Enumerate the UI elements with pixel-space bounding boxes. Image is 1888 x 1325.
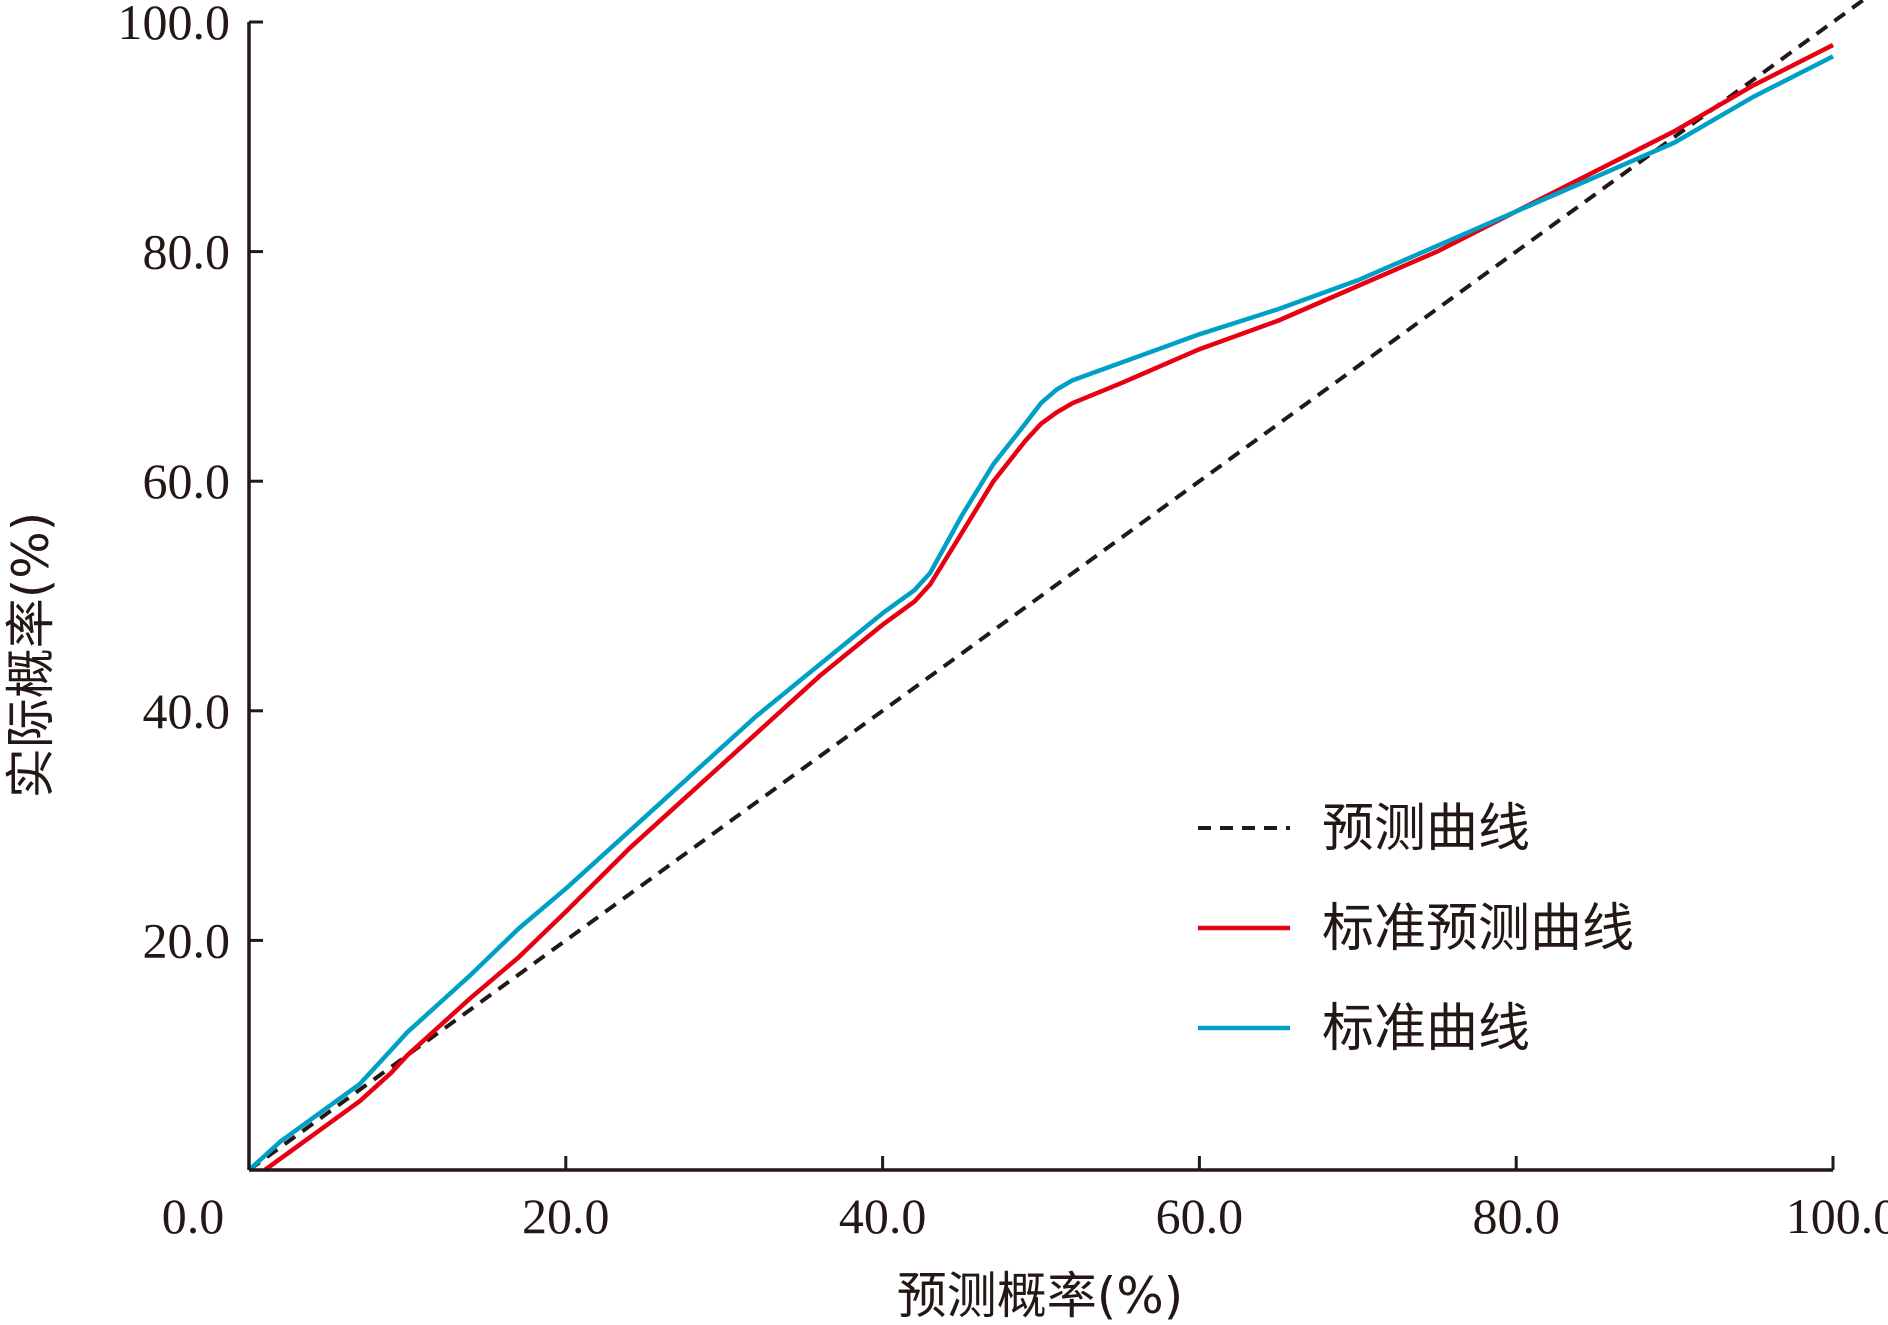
x-axis-title: 预测概率(%) [897,1267,1184,1325]
y-axis-title: 实际概率(%) [2,512,60,799]
legend-label-2: 标准预测曲线 [1322,899,1634,959]
y-tick-label: 20.0 [143,912,231,968]
tick-labels: 0.0 20.0 40.0 60.0 80.0 100.0 20.0 40.0 60.0 80.0… [118,0,1888,1244]
series-line-1 [247,0,1866,1172]
x-tick-label: 60.0 [1156,1188,1244,1244]
legend-label-3: 标准曲线 [1322,999,1530,1059]
y-tick-label: 60.0 [143,453,231,509]
y-tick-label: 100.0 [118,0,231,50]
x-tick-label: 20.0 [522,1188,610,1244]
y-tick-label: 80.0 [143,224,231,280]
x-tick-label: 40.0 [839,1188,927,1244]
y-tick-label: 40.0 [143,683,231,739]
plot-series [247,0,1866,1172]
series-line-3 [247,54,1835,1172]
legend-label-1: 预测曲线 [1322,799,1530,859]
series-line-2 [263,42,1835,1172]
x-tick-label: 0.0 [162,1188,225,1244]
x-tick-label: 80.0 [1472,1188,1560,1244]
axes [247,22,1833,1172]
x-tick-label: 100.0 [1786,1188,1888,1244]
tick-marks [249,20,1835,1170]
